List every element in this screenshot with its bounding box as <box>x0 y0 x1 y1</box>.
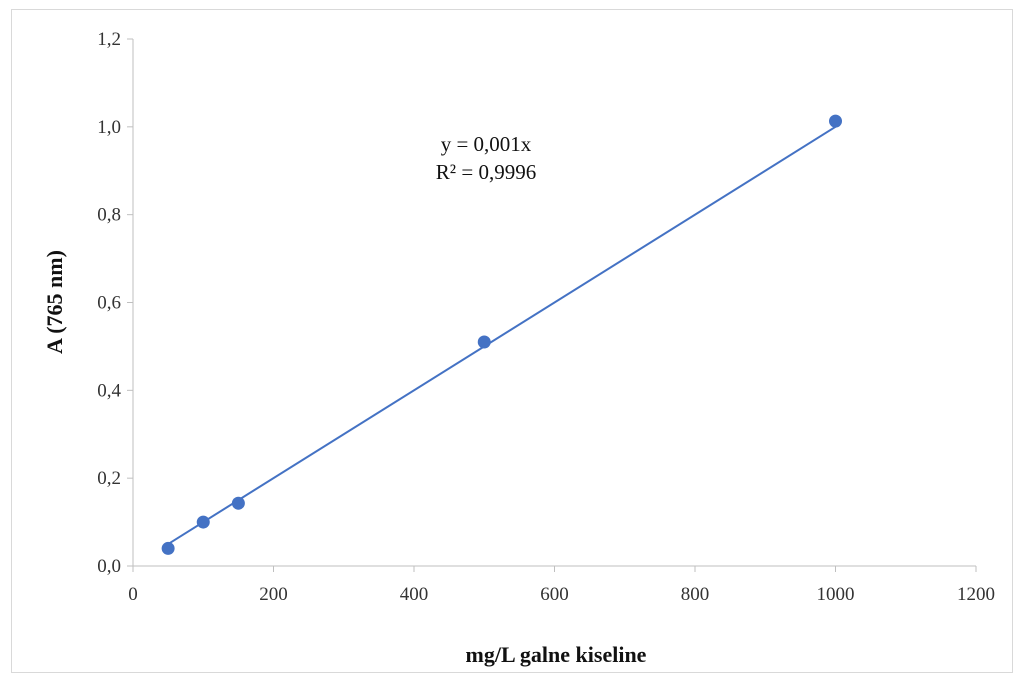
y-tick-label: 0,6 <box>97 293 121 314</box>
y-ticks: 0,0 0,2 0,4 0,6 0,8 1,0 1,2 <box>97 29 133 577</box>
x-tick-label: 800 <box>681 584 710 605</box>
y-tick-label: 0,2 <box>97 468 121 489</box>
y-tick-label: 1,0 <box>97 117 121 138</box>
trendline-r-squared: R² = 0,9996 <box>436 160 536 184</box>
data-point <box>829 114 842 128</box>
chart-frame <box>11 9 1013 673</box>
trendline-equation: y = 0,001x <box>441 132 532 156</box>
data-point <box>196 515 210 529</box>
data-point <box>161 541 175 555</box>
y-axis-title: A (765 nm) <box>42 250 67 354</box>
y-tick-label: 1,2 <box>97 29 121 50</box>
x-axis-title: mg/L galne kiseline <box>466 642 647 667</box>
y-tick-label: 0,0 <box>97 556 121 577</box>
x-tick-label: 1000 <box>817 584 855 605</box>
x-tick-label: 0 <box>128 584 138 605</box>
data-point <box>231 496 245 510</box>
x-tick-label: 400 <box>400 584 429 605</box>
data-point <box>477 335 491 349</box>
y-tick-label: 0,8 <box>97 205 121 226</box>
data-points <box>161 114 842 555</box>
trendline <box>167 125 837 545</box>
x-tick-label: 200 <box>259 584 288 605</box>
x-tick-label: 1200 <box>957 584 995 605</box>
x-tick-label: 600 <box>540 584 569 605</box>
x-ticks: 0 200 400 600 800 1000 1200 <box>128 566 995 605</box>
y-tick-label: 0,4 <box>97 380 121 401</box>
